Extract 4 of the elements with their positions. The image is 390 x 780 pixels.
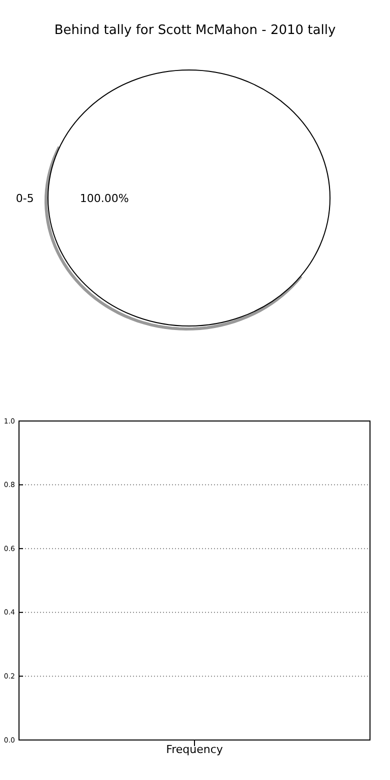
x-axis-title: Frequency xyxy=(166,743,224,756)
chart-title: Behind tally for Scott McMahon - 2010 tally xyxy=(54,23,336,38)
data-label: 100.00% xyxy=(80,192,129,205)
slice-label: 0-5 xyxy=(16,192,34,205)
